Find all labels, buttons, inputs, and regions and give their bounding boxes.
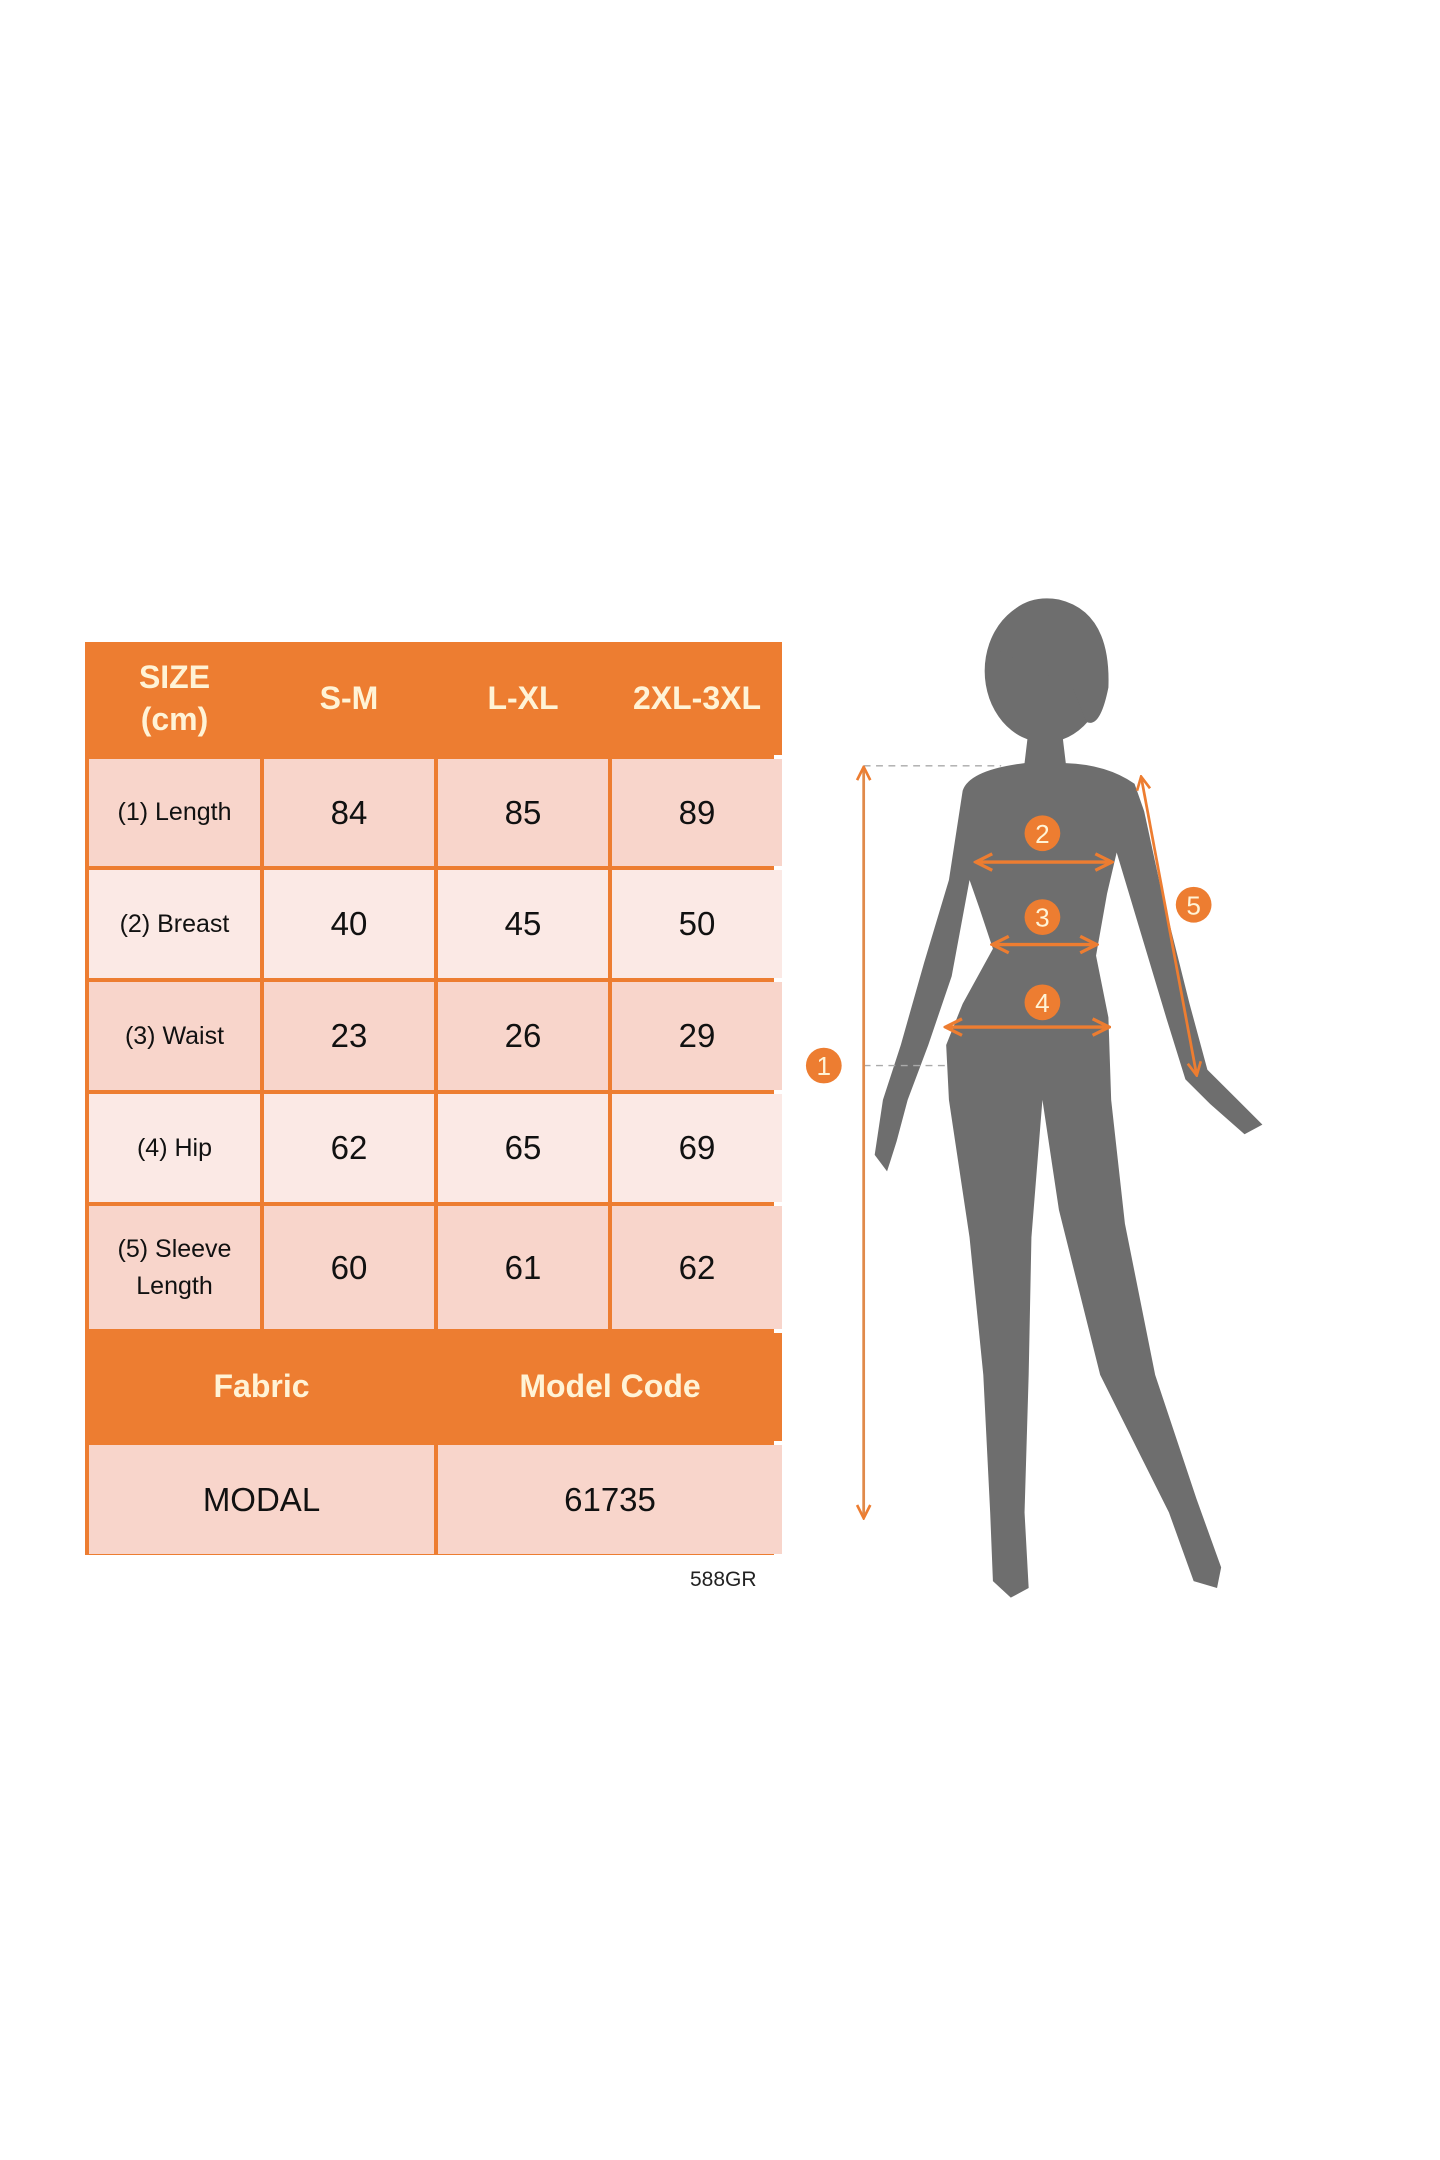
size-header: SIZE (cm) bbox=[89, 642, 260, 755]
size-chart-table: SIZE (cm) S-M L-XL 2XL-3XL (1) Length 84… bbox=[85, 642, 782, 1555]
svg-text:2: 2 bbox=[1035, 819, 1050, 849]
row-label-sleeve-length: (5) Sleeve Length bbox=[89, 1206, 260, 1329]
table-cell: 62 bbox=[612, 1206, 782, 1329]
marker-3-badge: 3 bbox=[1024, 899, 1061, 935]
sleeve-arrow bbox=[1141, 778, 1196, 1074]
product-code: 588GR bbox=[690, 1568, 757, 1591]
table-cell: 23 bbox=[264, 982, 434, 1090]
table-cell: 29 bbox=[612, 982, 782, 1090]
table-cell: 65 bbox=[438, 1094, 608, 1202]
row-label-breast: (2) Breast bbox=[89, 870, 260, 978]
fabric-header: Fabric bbox=[89, 1333, 434, 1441]
marker-1-badge: 1 bbox=[805, 1047, 842, 1084]
woman-silhouette bbox=[874, 598, 1263, 1598]
size-column-header: 2XL-3XL bbox=[612, 642, 782, 755]
row-label-hip: (4) Hip bbox=[89, 1094, 260, 1202]
table-cell: 40 bbox=[264, 870, 434, 978]
svg-text:3: 3 bbox=[1035, 903, 1050, 933]
svg-text:5: 5 bbox=[1186, 890, 1201, 920]
size-column-header: S-M bbox=[264, 642, 434, 755]
table-cell: 89 bbox=[612, 759, 782, 866]
table-cell: 61 bbox=[438, 1206, 608, 1329]
table-cell: 84 bbox=[264, 759, 434, 866]
table-cell: 50 bbox=[612, 870, 782, 978]
table-cell: 60 bbox=[264, 1206, 434, 1329]
model-code-header: Model Code bbox=[438, 1333, 782, 1441]
table-cell: 69 bbox=[612, 1094, 782, 1202]
svg-text:4: 4 bbox=[1035, 988, 1050, 1018]
row-label-length: (1) Length bbox=[89, 759, 260, 866]
svg-text:1: 1 bbox=[817, 1051, 832, 1081]
marker-2-badge: 2 bbox=[1024, 815, 1061, 852]
table-cell: 26 bbox=[438, 982, 608, 1090]
table-cell: 85 bbox=[438, 759, 608, 866]
size-column-header: L-XL bbox=[438, 642, 608, 755]
marker-4-badge: 4 bbox=[1024, 984, 1061, 1021]
table-cell: 45 bbox=[438, 870, 608, 978]
marker-5-badge: 5 bbox=[1175, 886, 1212, 923]
fabric-value: MODAL bbox=[89, 1445, 434, 1554]
row-label-waist: (3) Waist bbox=[89, 982, 260, 1090]
table-cell: 62 bbox=[264, 1094, 434, 1202]
model-code-value: 61735 bbox=[438, 1445, 782, 1554]
